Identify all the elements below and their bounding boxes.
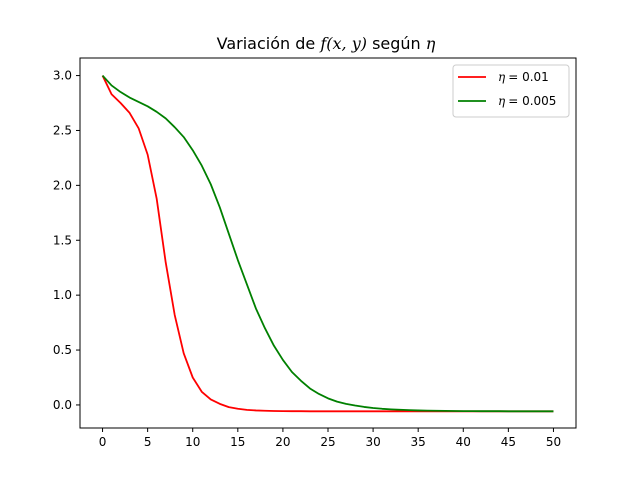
legend-entry-series-1-symbol: η <box>498 70 506 84</box>
x-tick-label: 5 <box>144 435 152 449</box>
chart-title-middle: según <box>372 34 426 53</box>
chart-title-prefix: Variación de <box>217 34 321 53</box>
legend: η = 0.01 η = 0.005 <box>452 64 570 118</box>
x-tick-label: 10 <box>185 435 200 449</box>
legend-entry-series-1-value: = 0.01 <box>508 70 549 84</box>
x-tick-label: 35 <box>411 435 426 449</box>
x-tick-label: 45 <box>501 435 516 449</box>
series-layer <box>101 74 554 413</box>
chart-title-math-function: f(x, y) <box>319 34 367 53</box>
y-tick-label: 0.5 <box>53 343 72 357</box>
y-tick-label: 2.5 <box>53 123 72 137</box>
x-axis: 0 5 10 15 20 25 30 35 40 45 50 <box>99 428 561 449</box>
y-axis: 0.0 0.5 1.0 1.5 2.0 2.5 3.0 <box>53 69 80 412</box>
x-tick-label: 20 <box>275 435 290 449</box>
x-tick-label: 40 <box>456 435 471 449</box>
legend-box <box>452 64 570 118</box>
y-tick-label: 1.5 <box>53 233 72 247</box>
y-tick-label: 3.0 <box>53 69 72 83</box>
legend-entry-series-2-symbol: η <box>498 94 506 108</box>
legend-entry-series-2: η = 0.005 <box>498 94 556 108</box>
y-tick-label: 2.0 <box>53 178 72 192</box>
legend-entry-series-2-value: = 0.005 <box>508 94 556 108</box>
chart-title-math-eta: η <box>426 34 436 53</box>
series-line-1 <box>101 75 554 413</box>
y-tick-label: 0.0 <box>53 398 72 412</box>
x-tick-label: 15 <box>230 435 245 449</box>
x-tick-label: 0 <box>99 435 107 449</box>
x-tick-label: 30 <box>365 435 380 449</box>
chart-title: Variación de f(x, y) según η <box>217 34 436 53</box>
legend-entry-series-1: η = 0.01 <box>498 70 549 84</box>
x-tick-label: 25 <box>320 435 335 449</box>
y-tick-label: 1.0 <box>53 288 72 302</box>
x-tick-label: 50 <box>546 435 561 449</box>
series-line-2 <box>101 74 554 413</box>
